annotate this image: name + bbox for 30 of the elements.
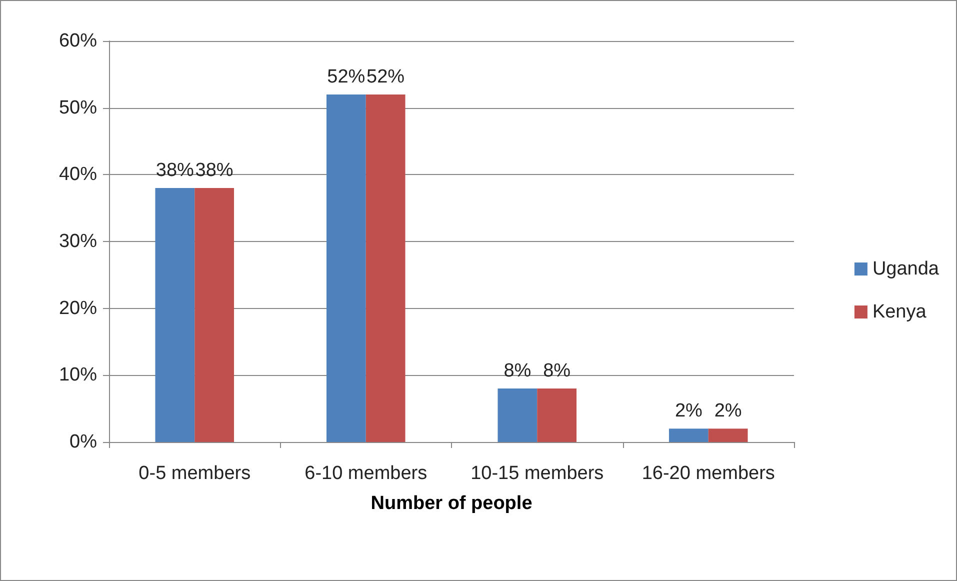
data-label: 8% [504, 360, 532, 382]
y-tick-label: 60% [58, 30, 98, 52]
x-tick-label: 0-5 members [138, 463, 251, 484]
data-label: 52% [366, 66, 405, 88]
y-tick-label: 0% [70, 432, 98, 452]
y-tick-label: 20% [58, 298, 98, 319]
bar [194, 188, 234, 442]
y-tick-label: 10% [58, 364, 98, 386]
data-label: 8% [543, 360, 571, 382]
data-label: 38% [156, 160, 194, 182]
legend-label: Kenya [872, 302, 927, 322]
y-tick-label: 30% [58, 231, 98, 252]
legend-label: Uganda [872, 258, 940, 280]
bar [155, 188, 195, 442]
data-label: 2% [714, 400, 742, 422]
bar [537, 388, 577, 442]
bar [668, 428, 708, 442]
data-label: 52% [327, 66, 366, 88]
bar [326, 94, 366, 442]
x-axis-title: Number of people [370, 493, 532, 514]
bar [708, 428, 748, 442]
bar [498, 388, 538, 442]
x-tick-label: 10-15 members [470, 463, 604, 484]
y-tick-label: 40% [58, 164, 98, 186]
data-label: 2% [674, 400, 703, 422]
x-tick-label: 16-20 members [642, 463, 775, 484]
bar [366, 94, 406, 442]
x-tick-label: 6-10 members [304, 463, 428, 484]
y-tick-label: 50% [58, 97, 98, 118]
data-label: 38% [195, 160, 234, 182]
